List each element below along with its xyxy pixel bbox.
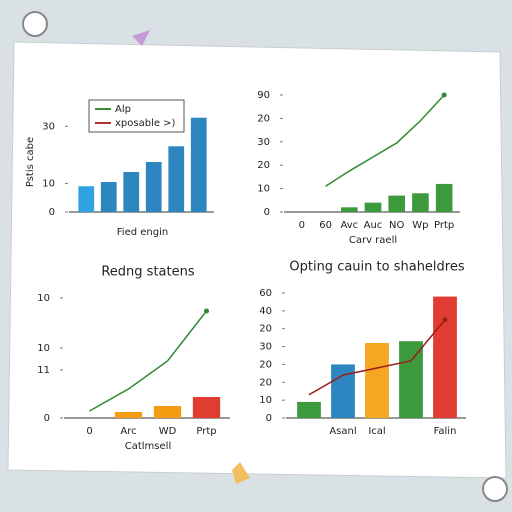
bar	[190, 117, 207, 212]
bar	[78, 186, 95, 212]
x-tick-label: Prtp	[434, 220, 454, 231]
y-tick-label: 10	[37, 343, 50, 354]
y-tick-label: 10	[259, 395, 272, 406]
y-tick-label: 20	[257, 160, 270, 171]
y-tick-label: 0	[49, 207, 55, 218]
y-tick-label: 30	[257, 137, 270, 148]
line-end	[442, 317, 448, 323]
y-tick-label: 0	[264, 207, 270, 218]
bar	[123, 172, 140, 212]
legend-label: Alp	[115, 104, 131, 115]
chart-title: Redng statens	[101, 265, 194, 280]
bar	[364, 202, 382, 212]
y-tick-label: 30	[259, 342, 272, 353]
pin	[22, 11, 48, 37]
y-tick-label: 60	[259, 288, 272, 299]
bar	[114, 412, 143, 418]
y-tick-label: 90	[257, 90, 270, 101]
y-tick-label: 40	[259, 306, 272, 317]
bar	[331, 364, 355, 418]
line	[89, 310, 208, 412]
legend-label: xposable >)	[115, 118, 176, 129]
x-tick-label: 0	[299, 220, 305, 231]
x-axis-label: Fied engin	[117, 227, 168, 238]
bar	[168, 146, 185, 212]
y-tick-label: 20	[257, 113, 270, 124]
x-axis-label: Carv raell	[349, 235, 397, 246]
decoration	[132, 30, 150, 46]
line-end	[441, 92, 447, 98]
y-tick-label: 20	[259, 377, 272, 388]
x-tick-label: 0	[86, 426, 92, 437]
x-tick-label: Falin	[434, 426, 457, 437]
bar	[412, 193, 429, 212]
bar	[100, 182, 117, 212]
x-tick-label: Arc	[120, 426, 136, 437]
y-tick-label: 20	[259, 324, 272, 335]
bar	[297, 401, 321, 418]
bar	[145, 162, 162, 212]
x-tick-label: WD	[159, 426, 177, 437]
pin	[482, 476, 508, 502]
bar	[192, 397, 221, 418]
y-tick-label: 10	[257, 184, 270, 195]
x-tick-label: Wp	[412, 220, 428, 231]
legend-box	[88, 99, 185, 133]
x-tick-label: Prtp	[196, 426, 216, 437]
x-tick-label: Auc	[364, 220, 383, 231]
x-tick-label: Ical	[368, 426, 385, 437]
y-tick-label: 0	[266, 413, 272, 424]
bar	[399, 341, 423, 418]
x-tick-label: 60	[319, 220, 332, 231]
bar	[435, 183, 453, 212]
x-tick-label: Avc	[340, 220, 358, 231]
bar	[340, 207, 358, 212]
bar	[365, 343, 389, 418]
chart-title: Opting cauin to shaheldres	[289, 260, 464, 275]
x-axis-label: Catlmsell	[125, 441, 171, 452]
y-tick-label: 30	[42, 121, 55, 132]
x-tick-label: NO	[389, 220, 404, 231]
decoration	[232, 462, 250, 484]
y-tick-label: 10	[42, 178, 55, 189]
bar	[388, 195, 406, 212]
y-tick-label: 20	[259, 359, 272, 370]
bar	[433, 296, 457, 418]
y-axis-label: Pstis cabe	[25, 137, 36, 187]
y-tick-label: 0	[44, 413, 50, 424]
line-end	[204, 308, 209, 314]
y-tick-label: 11	[37, 365, 50, 376]
x-tick-label: Asanl	[329, 426, 356, 437]
y-tick-label: 10	[37, 293, 50, 304]
line	[308, 319, 446, 396]
bar	[153, 406, 182, 418]
line	[325, 94, 445, 187]
